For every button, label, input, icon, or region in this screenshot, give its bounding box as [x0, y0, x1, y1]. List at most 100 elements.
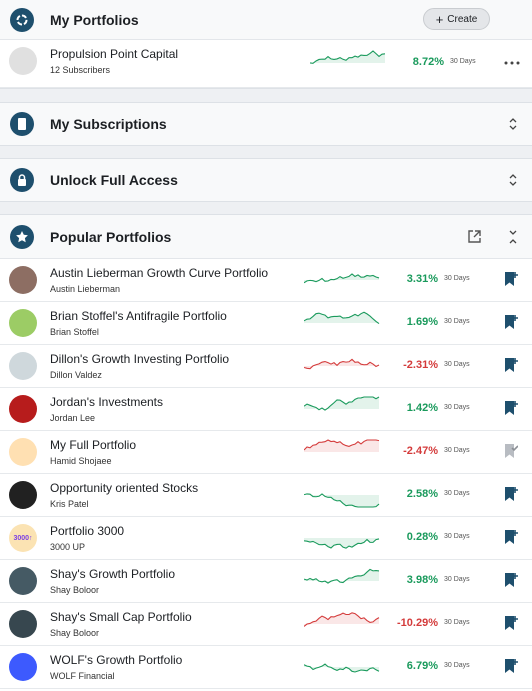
period: 30 Days [444, 318, 470, 325]
portfolio-row[interactable]: Brian Stoffel's Antifragile Portfolio Bri… [0, 302, 532, 345]
portfolio-row[interactable]: Dillon's Growth Investing Portfolio Dillo… [0, 345, 532, 388]
section-header: My Subscriptions [0, 103, 532, 145]
sparkline [310, 50, 386, 64]
return-value: 2.58% [406, 488, 438, 500]
period: 30 Days [444, 361, 470, 368]
portfolio-subtitle: 12 Subscribers [50, 65, 111, 75]
avatar-text: 3000↑ [13, 534, 33, 542]
bookmark-mark [512, 573, 518, 579]
dot [510, 61, 514, 65]
expand-icon[interactable] [508, 172, 518, 188]
sparkline-area [304, 493, 379, 507]
sparkline-line [304, 538, 380, 549]
bookmark-shape [505, 530, 514, 544]
bookmark-mark [512, 659, 518, 665]
avatar [9, 438, 37, 466]
sparkline [304, 493, 380, 508]
period: 30 Days [444, 576, 470, 583]
period: 30 Days [444, 490, 470, 497]
section-header: My Portfolios + Create [0, 0, 532, 40]
bookmark-shape [505, 315, 514, 329]
bookmark-mark [512, 358, 518, 364]
bookmark-mark [512, 272, 518, 278]
period: 30 Days [444, 619, 470, 626]
portfolio-row[interactable]: Jordan's Investments Jordan Lee 1.42% 30 Da… [0, 388, 532, 431]
portfolio-row[interactable]: Austin Lieberman Growth Curve Portfolio A… [0, 259, 532, 302]
sparkline-area [304, 538, 379, 549]
bookmark-shape [505, 272, 514, 286]
section-title: Popular Portfolios [50, 228, 172, 245]
bookmark-mark [512, 401, 518, 407]
more-menu[interactable] [504, 60, 520, 66]
avatar [9, 352, 37, 380]
sparkline-area [304, 397, 379, 411]
sparkline-line [304, 396, 380, 411]
bookmark-mark [512, 530, 518, 536]
subscriptions-card[interactable]: My Subscriptions [0, 102, 532, 146]
sparkline-area [304, 440, 379, 452]
sparkline [304, 538, 380, 549]
sparkline [304, 439, 380, 452]
collapse-icon[interactable] [508, 229, 518, 245]
bookmark-shape [505, 659, 514, 673]
portfolio-subtitle: WOLF Financial [50, 671, 115, 681]
bookmark-shape [505, 616, 514, 630]
sparkline-area [304, 569, 379, 584]
bookmark-button[interactable] [504, 443, 518, 459]
sparkline-line [304, 273, 380, 284]
avatar [9, 610, 37, 638]
sparkline [304, 663, 380, 673]
portfolio-row[interactable]: Opportunity oriented Stocks Kris Patel 2.5… [0, 474, 532, 517]
portfolio-name: Brian Stoffel's Antifragile Portfolio [50, 309, 227, 323]
avatar [9, 47, 37, 75]
portfolio-row[interactable]: WOLF's Growth Portfolio WOLF Financial 6.7… [0, 646, 532, 689]
bookmark-button[interactable] [504, 658, 518, 674]
sparkline-line [304, 439, 380, 451]
create-button[interactable]: + Create [423, 8, 490, 30]
portfolio-subtitle: 3000 UP [50, 542, 86, 552]
bookmark-button[interactable] [504, 271, 518, 287]
section-title: Unlock Full Access [50, 172, 178, 188]
sparkline [304, 568, 380, 584]
sparkline-line [304, 311, 380, 325]
avatar: 3000↑ [9, 524, 37, 552]
bookmark-shape [505, 487, 514, 501]
portfolio-row[interactable]: 3000↑ Portfolio 3000 3000 UP 0.28% 30 Days [0, 517, 532, 560]
sparkline [304, 273, 380, 284]
portfolio-row[interactable]: Shay's Small Cap Portfolio Shay Boloor -10… [0, 603, 532, 646]
return-value: 3.98% [406, 574, 438, 586]
portfolio-subtitle: Kris Patel [50, 499, 89, 509]
portfolio-row[interactable]: Propulsion Point Capital 12 Subscribers 8.… [0, 40, 532, 88]
portfolio-name: Dillon's Growth Investing Portfolio [50, 352, 230, 366]
avatar [9, 567, 37, 595]
portfolio-name: Shay's Growth Portfolio [50, 567, 176, 581]
portfolio-row[interactable]: My Full Portfolio Hamid Shojaee -2.47% 30 D… [0, 431, 532, 474]
unlock-card[interactable]: Unlock Full Access [0, 158, 532, 202]
portfolio-row[interactable]: Shay's Growth Portfolio Shay Boloor 3.98% 3… [0, 560, 532, 603]
portfolio-name: Austin Lieberman Growth Curve Portfolio [50, 266, 269, 280]
return-value: 6.79% [406, 660, 438, 672]
section-title: My Subscriptions [50, 116, 167, 132]
portfolio-name: Jordan's Investments [50, 395, 164, 409]
bookmark-button[interactable] [504, 357, 518, 373]
bookmark-button[interactable] [504, 615, 518, 631]
open-icon[interactable] [467, 229, 482, 244]
bookmark-button[interactable] [504, 572, 518, 588]
bookmark-button[interactable] [504, 314, 518, 330]
bookmark-shape [505, 444, 514, 458]
bookmark-button[interactable] [504, 529, 518, 545]
portfolio-subtitle: Hamid Shojaee [50, 456, 112, 466]
bookmark-button[interactable] [504, 486, 518, 502]
avatar [9, 309, 37, 337]
portfolio-name: Shay's Small Cap Portfolio [50, 610, 192, 624]
return-value: 3.31% [406, 273, 438, 285]
sparkline-line [304, 493, 380, 508]
portfolio-subtitle: Dillon Valdez [50, 370, 102, 380]
popular-card: Popular Portfolios Austin Lieberman Grow… [0, 214, 532, 691]
expand-icon[interactable] [508, 116, 518, 132]
portfolio-subtitle: Austin Lieberman [50, 284, 121, 294]
sparkline-area [304, 273, 379, 283]
period: 30 Days [444, 533, 470, 540]
return-value: -2.47% [403, 445, 438, 457]
bookmark-button[interactable] [504, 400, 518, 416]
